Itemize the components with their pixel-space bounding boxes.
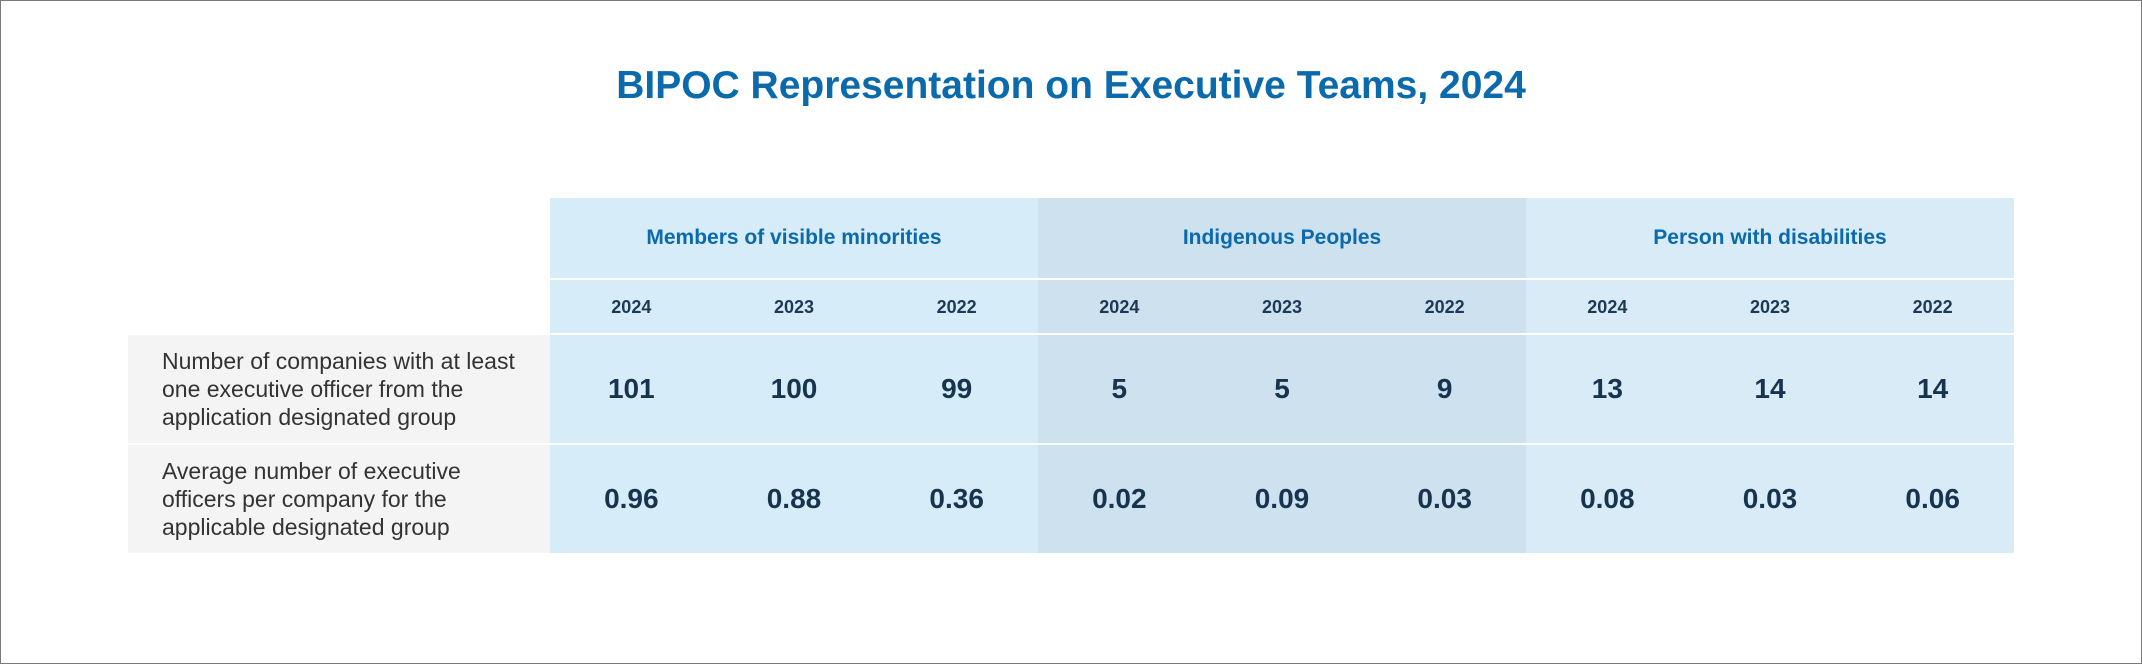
year-header: 2022	[875, 280, 1038, 334]
row-label: Number of companies with at least one ex…	[128, 335, 550, 443]
year-header: 2023	[712, 280, 876, 334]
value-cell: 0.36	[875, 445, 1038, 553]
row-divider	[128, 443, 2014, 445]
value-cell: 101	[550, 335, 713, 443]
year-header: 2023	[1688, 280, 1852, 334]
row-label: Average number of executive officers per…	[128, 445, 550, 553]
group-header: Indigenous Peoples	[1038, 198, 1526, 278]
value-cell: 14	[1688, 335, 1852, 443]
value-cell: 0.08	[1526, 445, 1689, 553]
group-header: Members of visible minorities	[550, 198, 1038, 278]
value-cell: 13	[1526, 335, 1689, 443]
value-cell: 100	[712, 335, 876, 443]
group-header: Person with disabilities	[1526, 198, 2014, 278]
value-cell: 0.09	[1200, 445, 1364, 553]
year-header: 2023	[1200, 280, 1364, 334]
value-cell: 9	[1363, 335, 1526, 443]
value-cell: 5	[1200, 335, 1364, 443]
value-cell: 5	[1038, 335, 1201, 443]
value-cell: 0.03	[1363, 445, 1526, 553]
row-divider	[550, 333, 2014, 335]
chart-title: BIPOC Representation on Executive Teams,…	[616, 64, 1526, 107]
value-cell: 0.06	[1851, 445, 2014, 553]
value-cell: 14	[1851, 335, 2014, 443]
year-header: 2022	[1851, 280, 2014, 334]
year-header: 2024	[1526, 280, 1689, 334]
year-header: 2024	[550, 280, 713, 334]
value-cell: 0.03	[1688, 445, 1852, 553]
value-cell: 0.96	[550, 445, 713, 553]
year-header: 2024	[1038, 280, 1201, 334]
value-cell: 0.02	[1038, 445, 1201, 553]
value-cell: 0.88	[712, 445, 876, 553]
year-header: 2022	[1363, 280, 1526, 334]
row-divider	[550, 278, 2014, 280]
value-cell: 99	[875, 335, 1038, 443]
